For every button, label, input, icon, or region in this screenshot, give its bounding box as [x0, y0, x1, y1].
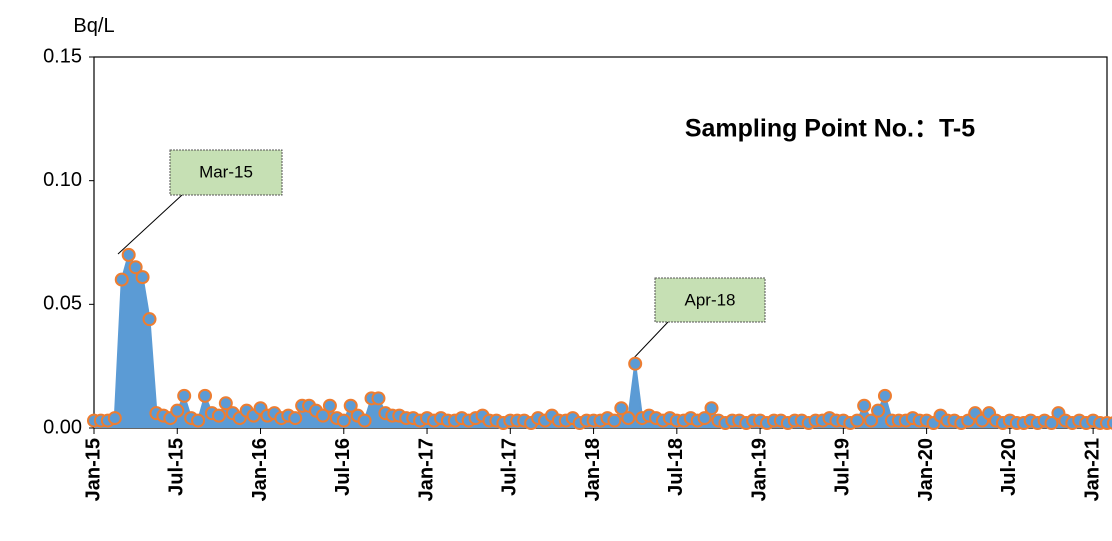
- data-point: [336, 413, 351, 428]
- x-tick-label: Jan-15: [82, 438, 104, 501]
- data-point: [371, 391, 386, 406]
- x-tick-label: Jan-16: [249, 438, 271, 501]
- x-tick-label: Jan-19: [748, 438, 770, 501]
- data-point: [211, 408, 226, 423]
- y-tick-label: 0.10: [43, 169, 82, 191]
- data-point: [877, 388, 892, 403]
- data-point: [850, 413, 865, 428]
- data-point: [114, 272, 129, 287]
- data-point: [1106, 416, 1112, 430]
- data-point: [191, 413, 206, 428]
- series-line: [94, 252, 1112, 425]
- data-point: [315, 408, 330, 423]
- data-point: [107, 411, 122, 426]
- y-tick-label: 0.15: [43, 45, 82, 67]
- unit-label: Bq/L: [73, 15, 114, 37]
- callout-box: [654, 277, 766, 323]
- data-point: [177, 388, 192, 403]
- data-point: [704, 401, 719, 416]
- x-tick-label: Jan-18: [582, 438, 604, 501]
- data-point: [135, 270, 150, 285]
- data-point: [871, 403, 886, 418]
- data-point: [628, 356, 643, 371]
- x-tick-label: Jul-18: [665, 438, 687, 496]
- y-tick-label: 0.00: [43, 416, 82, 438]
- data-point: [864, 413, 879, 428]
- x-tick-label: Jul-15: [166, 438, 188, 496]
- callout-text: Apr-18: [684, 290, 735, 309]
- data-point: [343, 398, 358, 413]
- x-tick-label: Jan-17: [415, 438, 437, 501]
- data-point: [198, 388, 213, 403]
- x-tick-label: Jan-20: [915, 438, 937, 501]
- callout-leader: [117, 194, 183, 255]
- callout-box: [169, 149, 283, 196]
- data-point: [621, 411, 636, 426]
- callout-leader: [629, 321, 669, 363]
- data-point: [697, 411, 712, 426]
- chart-title: Sampling Point No.：T-5: [685, 115, 975, 143]
- data-point: [357, 413, 372, 428]
- data-point: [322, 398, 337, 413]
- x-tick-label: Jul-20: [998, 438, 1020, 496]
- y-tick-label: 0.05: [43, 293, 82, 315]
- data-point: [614, 401, 629, 416]
- x-tick-label: Jul-19: [832, 438, 854, 496]
- data-point: [218, 396, 233, 411]
- plot-frame: [93, 56, 1108, 429]
- callout-text: Mar-15: [199, 162, 253, 181]
- data-point: [170, 403, 185, 418]
- x-tick-label: Jul-16: [332, 438, 354, 496]
- x-tick-label: Jul-17: [499, 438, 521, 496]
- data-point: [1044, 416, 1059, 431]
- data-point: [857, 398, 872, 413]
- data-point: [288, 411, 303, 426]
- data-point: [607, 413, 622, 428]
- data-point: [121, 247, 136, 262]
- x-tick-label: Jan-21: [1081, 438, 1103, 501]
- data-point: [128, 260, 143, 275]
- data-point: [142, 312, 157, 327]
- series-area: [94, 254, 1112, 428]
